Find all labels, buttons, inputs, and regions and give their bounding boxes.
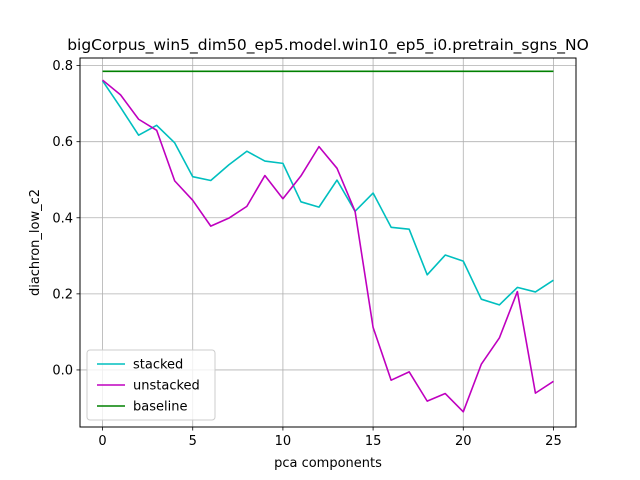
axis-ticks: 0 5 10 15 20 25 0.0 0.2 0.4 0.6 0.8 [52,59,561,449]
x-tick-label: 5 [189,434,197,449]
legend-label-unstacked: unstacked [133,379,200,394]
legend: stacked unstacked baseline [86,349,216,421]
x-tick-label: 25 [545,434,562,449]
y-axis-label: diachron_low_c2 [28,189,43,296]
x-axis-label: pca components [274,456,382,471]
legend-box [86,349,216,421]
legend-label-stacked: stacked [133,358,183,373]
y-tick-label: 0.0 [52,363,73,378]
x-tick-label: 15 [365,434,382,449]
y-tick-label: 0.2 [52,287,73,302]
series-line-unstacked [102,79,554,413]
series-layer [101,70,554,413]
y-tick-label: 0.8 [52,59,73,74]
series-line-stacked [101,80,554,306]
y-tick-label: 0.4 [52,211,73,226]
x-tick-label: 0 [98,434,106,449]
x-tick-label: 20 [455,434,472,449]
plot-frame [79,57,577,428]
legend-label-baseline: baseline [133,400,187,415]
y-tick-label: 0.6 [52,135,73,150]
chart-title: bigCorpus_win5_dim50_ep5.model.win10_ep5… [67,36,589,55]
x-tick-label: 10 [275,434,292,449]
